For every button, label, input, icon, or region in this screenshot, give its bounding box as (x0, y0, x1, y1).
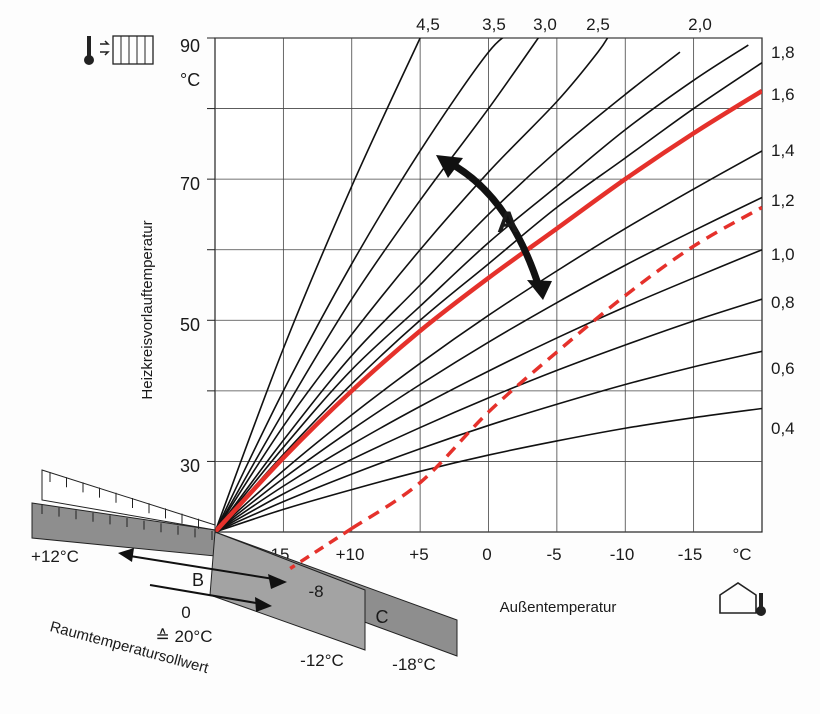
heating-curve-1-4 (215, 150, 762, 532)
y-axis-title: Heizkreisvorlauftemperatur (139, 220, 156, 399)
curve-labels-top: 4,5 3,5 3,0 2,5 2,0 (416, 15, 712, 34)
heating-curve-highlighted (215, 89, 762, 532)
curve-label: 1,6 (771, 85, 795, 104)
arrow-left-icon (118, 548, 134, 562)
y-tick-label: 70 (180, 174, 200, 194)
arrowhead-icon (527, 280, 552, 300)
slider-line (149, 584, 263, 605)
house-thermometer-icon (719, 582, 766, 616)
shifted-heating-curve-extension (289, 527, 353, 570)
y-tick-label: 50 (180, 315, 200, 335)
y-tick-labels: 90 70 50 30 (180, 36, 200, 476)
curve-label: 3,5 (482, 15, 506, 34)
curve-label: 1,8 (771, 43, 795, 62)
arrowhead-icon (436, 155, 463, 178)
heating-curve-3-5 (215, 38, 504, 532)
curve-label: 0,8 (771, 293, 795, 312)
heating-curve-0-6 (215, 350, 762, 532)
x-tick-label: -15 (678, 545, 703, 564)
heating-curve-0-8 (215, 298, 762, 532)
x-tick-label: 0 (482, 545, 491, 564)
slider-line (129, 555, 281, 581)
scale-label: -8 (308, 582, 323, 601)
heating-curve-2 (215, 44, 749, 532)
heating-curve-1-8 (215, 62, 762, 532)
heating-curve-2-5 (215, 38, 609, 532)
x-tick-labels: 15 +10 +5 0 -5 -10 -15 °C (271, 545, 752, 564)
radiator-thermometer-icon (84, 35, 154, 65)
setpoint-label: ≙ 20°C (156, 627, 213, 646)
slider-B-right[interactable] (209, 531, 366, 651)
curve-label: 3,0 (533, 15, 557, 34)
curve-label: 1,0 (771, 245, 795, 264)
scale-label: -12°C (300, 651, 344, 670)
curve-label: 2,0 (688, 15, 712, 34)
heating-curves (215, 38, 762, 532)
adjustment-arrow-A: A (436, 155, 552, 300)
x-unit-label: °C (732, 545, 751, 564)
scale-label-zero: 0 (181, 603, 190, 622)
x-tick-label: +10 (336, 545, 365, 564)
x-tick-label: +5 (409, 545, 428, 564)
heating-curve-0-4 (215, 407, 762, 532)
marker-B: B (192, 570, 204, 590)
annotation-A-label: A (497, 206, 519, 239)
heating-curve-2-2 (215, 51, 681, 532)
curve-label: 1,2 (771, 191, 795, 210)
heating-curve-3 (215, 38, 540, 532)
shifted-heating-curve-dashed (350, 205, 762, 530)
y-unit-label: °C (180, 70, 200, 90)
heating-curve-1 (215, 248, 762, 532)
arrow-right-icon (268, 574, 287, 589)
heating-curve-1-2 (215, 196, 762, 532)
curve-label: 0,4 (771, 419, 795, 438)
curve-label: 4,5 (416, 15, 440, 34)
x-tick-label: -10 (610, 545, 635, 564)
marker-C: C (376, 607, 389, 627)
heating-curve-4-5 (215, 38, 421, 532)
arrow-right-icon (255, 597, 272, 612)
curve-labels-right: 1,8 1,6 1,4 1,2 1,0 0,8 0,6 0,4 (771, 43, 795, 438)
ruler-ticks (41, 472, 216, 540)
grid (207, 37, 762, 532)
scale-label-left: +12°C (31, 547, 79, 566)
curve-label: 1,4 (771, 141, 795, 160)
y-tick-label: 30 (180, 456, 200, 476)
double-arrow-icon (444, 158, 544, 294)
y-tick-label: 90 (180, 36, 200, 56)
x-axis-title: Außentemperatur (500, 599, 617, 616)
curve-label: 0,6 (771, 359, 795, 378)
curve-label: 2,5 (586, 15, 610, 34)
scale-label: -18°C (392, 655, 436, 674)
x-tick-label: -5 (546, 545, 561, 564)
